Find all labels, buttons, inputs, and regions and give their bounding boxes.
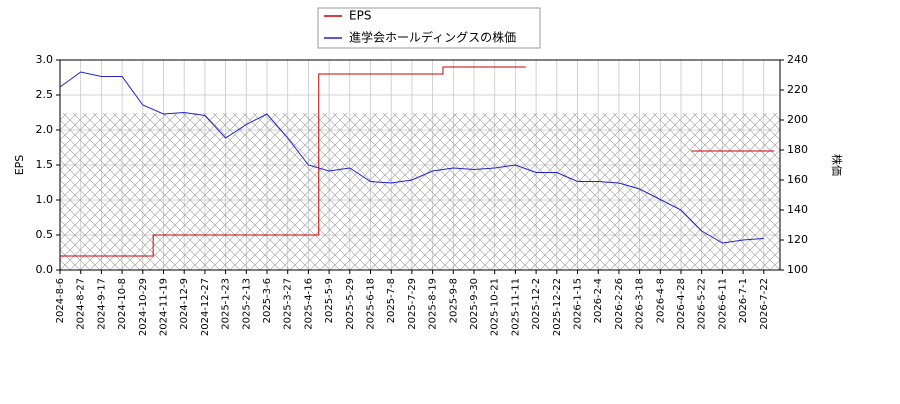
y-tick-label: 2.0: [36, 123, 54, 136]
x-tick-label: 2026-7-1: [738, 278, 749, 323]
x-tick-label: 2025-2-13: [241, 278, 252, 330]
x-tick-label: 2025-12-2: [531, 278, 542, 330]
x-tick-label: 2025-7-8: [386, 278, 397, 323]
x-tick-label: 2024-11-19: [159, 278, 170, 336]
x-tick-label: 2025-7-29: [407, 278, 418, 330]
x-tick-label: 2025-1-23: [221, 278, 232, 330]
marks: [59, 66, 775, 257]
x-tick-label: 2024-10-29: [138, 278, 149, 336]
x-tick-label: 2024-12-9: [179, 278, 190, 330]
x-tick-label: 2026-2-26: [614, 278, 625, 330]
x-tick-label: 2025-3-27: [283, 278, 294, 330]
y2-tick-label: 180: [787, 143, 808, 156]
legend-label: EPS: [349, 9, 371, 23]
y-tick-label: 2.5: [36, 88, 54, 101]
legend-label: 進学会ホールディングスの株価: [349, 30, 516, 45]
y-tick-label: 0.5: [36, 228, 54, 241]
x-tick-label: 2026-5-22: [697, 278, 708, 330]
x-tick-label: 2024-12-27: [200, 278, 211, 336]
y2-tick-label: 240: [787, 53, 808, 66]
x-tick-label: 2026-1-15: [573, 278, 584, 330]
x-tick-label: 2024-10-8: [117, 278, 128, 330]
legend: [317, 7, 541, 49]
x-tick-label: 2026-4-28: [676, 278, 687, 330]
y2-tick-label: 140: [787, 203, 808, 216]
x-tick-label: 2024-8-6: [55, 278, 66, 323]
x-tick-label: 2025-8-19: [428, 278, 439, 330]
y-tick-label: 1.5: [36, 158, 54, 171]
y2-tick-label: 160: [787, 173, 808, 186]
x-tick-label: 2026-6-11: [717, 278, 728, 330]
y2-tick-label: 220: [787, 83, 808, 96]
x-tick-label: 2025-11-11: [510, 278, 521, 336]
x-tick-label: 2025-9-8: [448, 278, 459, 323]
y-tick-label: 1.0: [36, 193, 54, 206]
y-tick-label: 0.0: [36, 263, 54, 276]
y2-tick-label: 120: [787, 233, 808, 246]
y2-tick-label: 200: [787, 113, 808, 126]
x-tick-label: 2025-3-6: [262, 278, 273, 323]
x-tick-label: 2026-4-8: [655, 278, 666, 323]
x-tick-label: 2024-9-17: [96, 278, 107, 330]
hatched-region: [60, 113, 780, 270]
x-tick-label: 2026-2-4: [593, 278, 604, 323]
x-tick-label: 2025-6-18: [366, 278, 377, 330]
series-line: [59, 71, 764, 244]
x-tick-label: 2026-3-18: [635, 278, 646, 330]
x-tick-label: 2025-5-9: [324, 278, 335, 323]
y2-tick-label: 100: [787, 263, 808, 276]
y-tick-label: 3.0: [36, 53, 54, 66]
y-axis-label: EPS: [13, 155, 26, 176]
x-tick-label: 2026-7-22: [759, 278, 770, 330]
x-tick-label: 2025-12-22: [552, 278, 563, 336]
x-tick-label: 2025-9-30: [469, 278, 480, 330]
x-tick-label: 2025-10-21: [490, 278, 501, 336]
legend-entries: EPS 進学会ホールディングスの株価: [324, 9, 516, 45]
y2-axis-label: 株価: [830, 154, 844, 176]
x-tick-label: 2024-8-27: [76, 278, 87, 330]
x-tick-label: 2025-5-29: [345, 278, 356, 330]
series-line: [60, 66, 775, 257]
x-tick-label: 2025-4-16: [303, 278, 314, 330]
